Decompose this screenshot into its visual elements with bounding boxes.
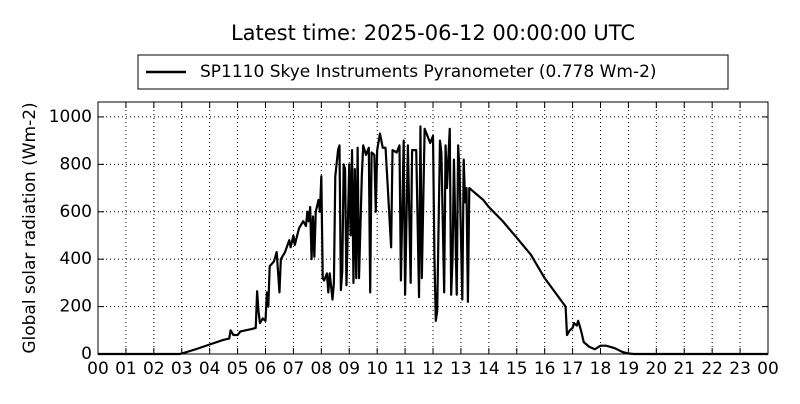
x-tick-label: 00 bbox=[757, 359, 779, 379]
x-tick-label: 02 bbox=[143, 359, 165, 379]
x-tick-label: 21 bbox=[673, 359, 695, 379]
y-axis-label: Global solar radiation (Wm-2) bbox=[20, 102, 40, 353]
x-tick-label: 11 bbox=[394, 359, 416, 379]
data-line bbox=[98, 125, 768, 356]
plot-frame bbox=[97, 101, 769, 355]
chart-title: Latest time: 2025-06-12 00:00:00 UTC bbox=[231, 21, 635, 45]
x-tick-label: 15 bbox=[506, 359, 528, 379]
y-tick-label: 600 bbox=[60, 202, 92, 222]
x-tick-label: 10 bbox=[366, 359, 388, 379]
x-tick-label: 17 bbox=[562, 359, 584, 379]
x-tick-label: 20 bbox=[646, 359, 668, 379]
y-tick-label: 0 bbox=[81, 344, 92, 364]
y-tick-label: 800 bbox=[60, 154, 92, 174]
x-tick-label: 16 bbox=[534, 359, 556, 379]
x-tick-label: 06 bbox=[255, 359, 277, 379]
x-tick-label: 12 bbox=[422, 359, 444, 379]
y-tick-label: 400 bbox=[60, 249, 92, 269]
x-tick-label: 14 bbox=[478, 359, 500, 379]
x-tick-label: 19 bbox=[618, 359, 640, 379]
x-tick-label: 09 bbox=[338, 359, 360, 379]
legend-box bbox=[137, 54, 729, 90]
x-tick-label: 23 bbox=[729, 359, 751, 379]
x-tick-label: 07 bbox=[283, 359, 305, 379]
x-tick-label: 13 bbox=[450, 359, 472, 379]
x-tick-label: 04 bbox=[199, 359, 221, 379]
legend-label: SP1110 Skye Instruments Pyranometer (0.7… bbox=[200, 62, 657, 82]
x-tick-label: 03 bbox=[171, 359, 193, 379]
x-tick-label: 08 bbox=[311, 359, 333, 379]
x-tick-label: 00 bbox=[87, 359, 109, 379]
y-tick-label: 200 bbox=[60, 297, 92, 317]
x-tick-label: 18 bbox=[590, 359, 612, 379]
y-tick-label: 1000 bbox=[49, 107, 92, 127]
x-tick-label: 05 bbox=[227, 359, 249, 379]
x-tick-label: 01 bbox=[115, 359, 137, 379]
x-tick-label: 22 bbox=[701, 359, 723, 379]
